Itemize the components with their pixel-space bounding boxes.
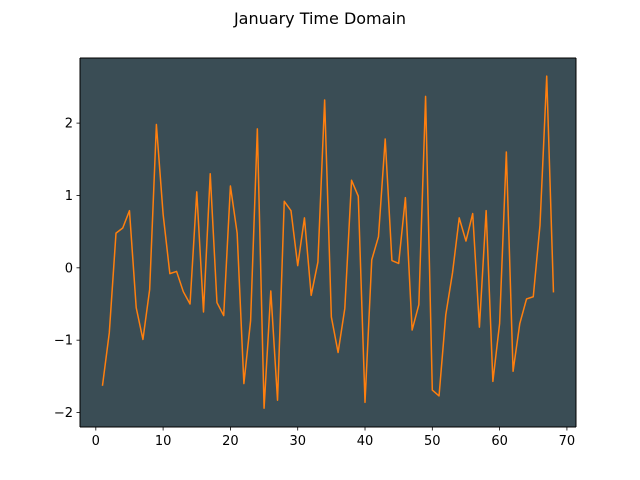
y-tick-label: 2: [65, 117, 73, 132]
x-tick-label: 0: [92, 434, 100, 449]
axes-frame: [79, 57, 577, 428]
y-tick-label: 0: [65, 261, 73, 276]
y-tick-label: 1: [65, 189, 73, 204]
x-tick-label: 60: [491, 434, 508, 449]
series-line-1: [101, 75, 555, 409]
x-tick-label: 50: [424, 434, 441, 449]
x-tick-label: 40: [357, 434, 374, 449]
series-layer: [101, 75, 555, 409]
x-axis: 0 10 20 30 40 50 60 70: [92, 427, 576, 449]
y-tick-label: −2: [54, 406, 73, 421]
y-tick-label: −1: [54, 334, 73, 349]
x-tick-label: 20: [222, 434, 239, 449]
y-axis: −2 −1 0 1 2: [54, 117, 80, 421]
plot-area: [80, 58, 576, 427]
x-tick-label: 70: [559, 434, 576, 449]
x-tick-label: 30: [289, 434, 306, 449]
chart-title: January Time Domain: [233, 9, 406, 28]
x-tick-label: 10: [155, 434, 172, 449]
